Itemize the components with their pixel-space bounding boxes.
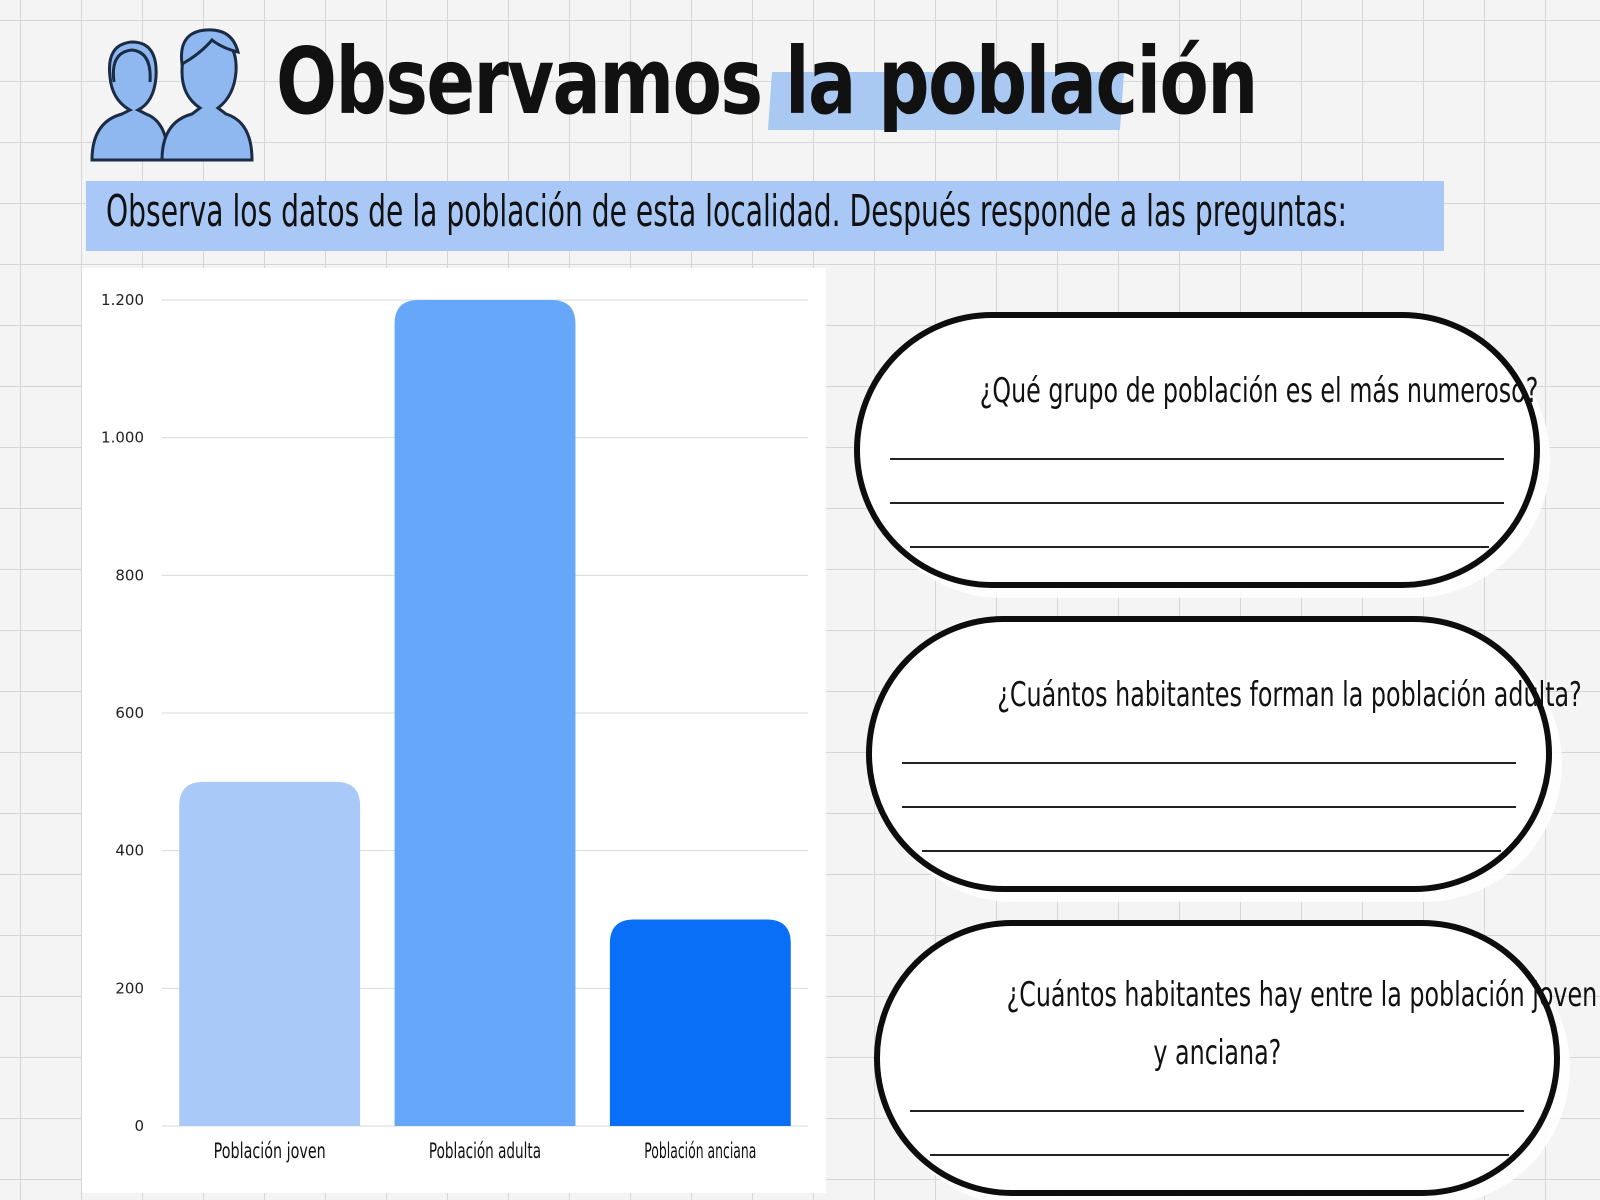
question-3-text-line-1: ¿Cuántos habitantes hay entre la poblaci…	[1006, 975, 1598, 1015]
x-category-label: Población adulta	[429, 1139, 541, 1163]
answer-line[interactable]	[910, 546, 1489, 548]
question-1-text: ¿Qué grupo de población es el más numero…	[979, 371, 1539, 411]
instruction-text: Observa los datos de la población de est…	[106, 186, 1348, 237]
x-category-label: Población joven	[214, 1139, 326, 1163]
bar-2	[394, 300, 576, 1126]
answer-line[interactable]	[910, 1110, 1524, 1112]
y-tick-label: 200	[115, 979, 144, 997]
answer-line[interactable]	[890, 458, 1504, 460]
y-tick-label: 400	[115, 842, 144, 860]
answer-line[interactable]	[922, 850, 1501, 852]
question-card-3: ¿Cuántos habitantes hay entre la poblaci…	[874, 920, 1598, 1196]
question-3-text-line-2: y anciana?	[1153, 1033, 1281, 1073]
instruction-bar	[86, 181, 1444, 251]
y-tick-label: 800	[115, 566, 144, 584]
answer-line[interactable]	[890, 502, 1504, 504]
page-title: Observamos la población	[276, 28, 1258, 135]
answer-line[interactable]	[902, 762, 1516, 764]
question-card-1: ¿Qué grupo de población es el más numero…	[854, 312, 1540, 588]
y-tick-label: 1.000	[101, 429, 144, 447]
y-tick-label: 600	[115, 704, 144, 722]
x-category-label: Población anciana	[644, 1139, 756, 1163]
people-icon	[82, 22, 257, 172]
question-card-2: ¿Cuántos habitantes forman la población …	[866, 616, 1582, 892]
question-2-text: ¿Cuántos habitantes forman la población …	[997, 675, 1582, 715]
answer-line[interactable]	[930, 1154, 1509, 1156]
y-tick-label: 0	[134, 1117, 144, 1135]
bar-1	[179, 781, 361, 1126]
y-tick-label: 1.200	[101, 291, 144, 309]
bar-3	[609, 919, 791, 1126]
answer-line[interactable]	[902, 806, 1516, 808]
bar-chart: 0 200 400 600 800 1.000 1.200 Población joven Po…	[82, 268, 826, 1193]
chart-svg: 0 200 400 600 800 1.000 1.200 Población joven Po…	[101, 291, 808, 1163]
